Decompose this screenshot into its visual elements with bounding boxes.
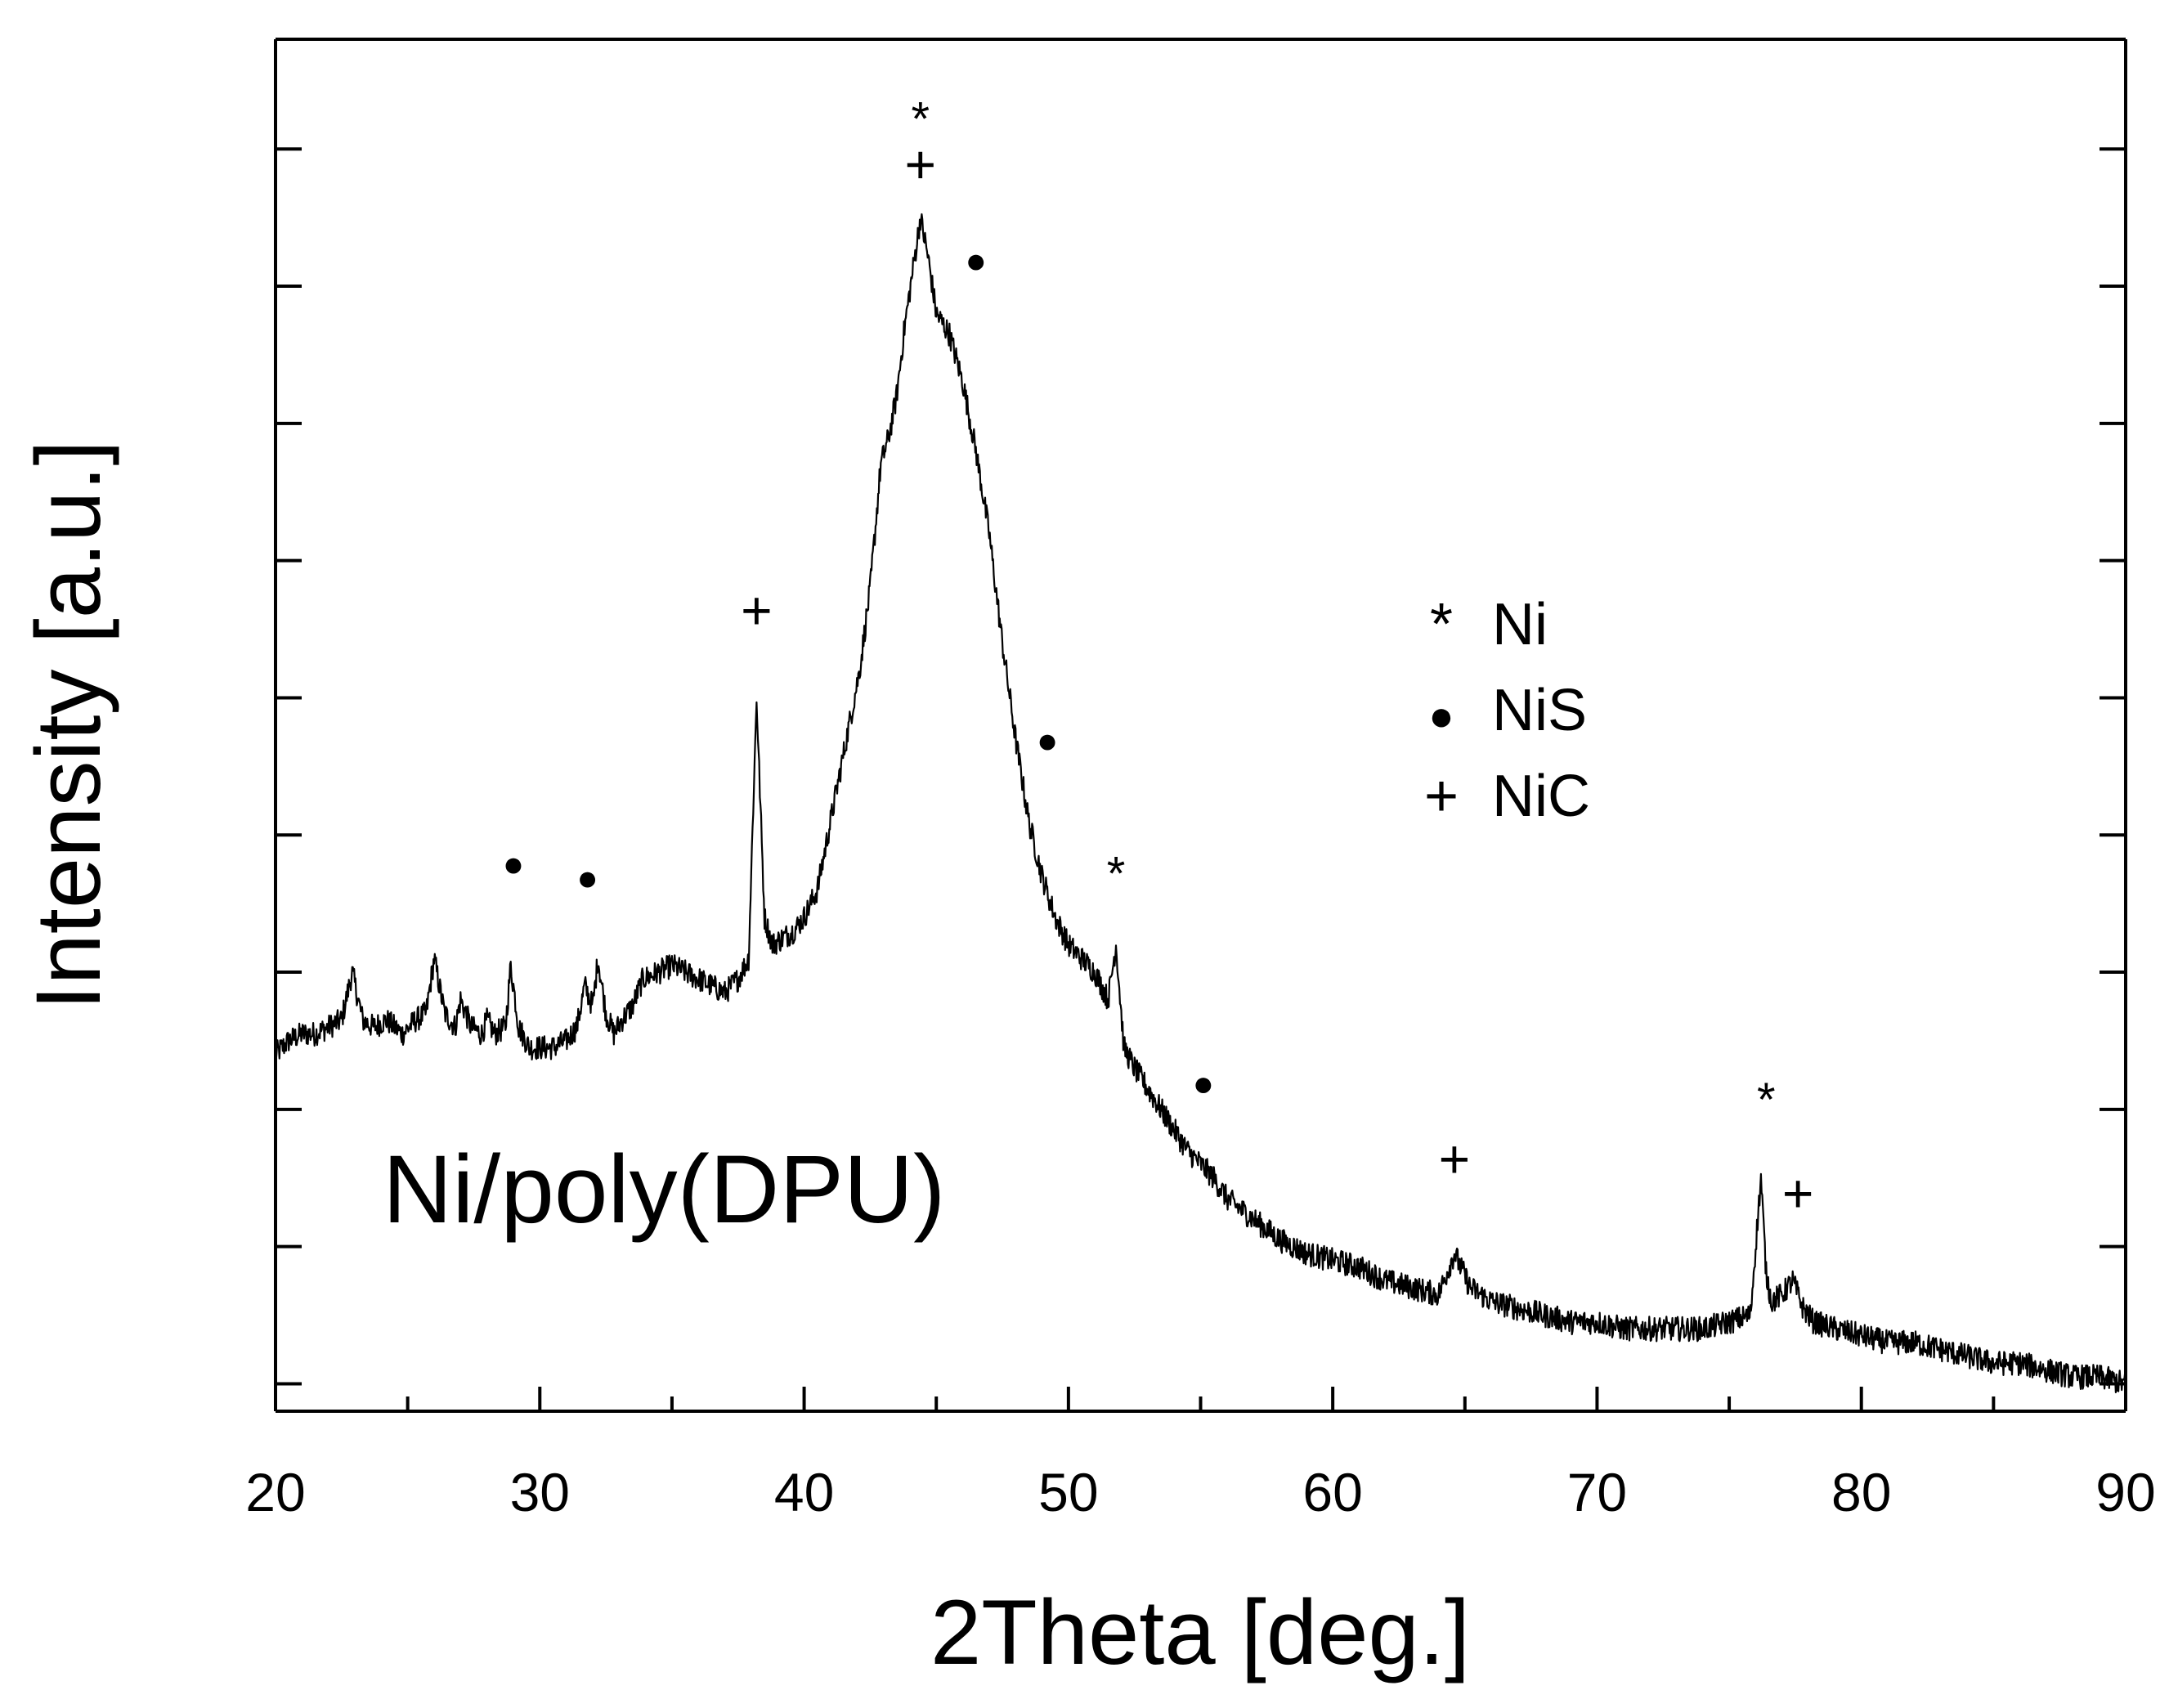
- nic-peak-marker: +: [741, 581, 773, 641]
- axis-ticks: [274, 147, 2127, 1411]
- x-tick-label: 20: [245, 1462, 305, 1522]
- legend: * Ni ● NiS + NiC: [1424, 592, 1590, 829]
- legend-label-nic: NiC: [1492, 764, 1590, 829]
- xrd-trace-line: [274, 213, 2127, 1394]
- sample-label: Ni/poly(DPU): [383, 1136, 945, 1244]
- legend-symbol-nic: +: [1424, 764, 1459, 829]
- legend-label-nis: NiS: [1492, 678, 1587, 743]
- nis-peak-marker: ●: [1037, 721, 1059, 761]
- x-axis-label: 2Theta [deg.]: [930, 1581, 1470, 1683]
- x-tick-label: 90: [2095, 1462, 2155, 1522]
- legend-label-ni: Ni: [1492, 592, 1548, 657]
- nis-peak-marker: ●: [503, 845, 525, 885]
- peak-markers: *+●+● ●●*●+*+: [503, 92, 1814, 1223]
- nis-peak-marker: ●: [965, 240, 987, 280]
- legend-symbol-ni: *: [1430, 592, 1453, 657]
- x-tick-labels: 20 30 40 50 60 70 80 90: [245, 1462, 2155, 1522]
- x-tick-label: 80: [1831, 1462, 1891, 1522]
- x-tick-label: 40: [774, 1462, 834, 1522]
- x-tick-label: 60: [1302, 1462, 1362, 1522]
- nic-peak-marker: +: [1782, 1163, 1814, 1224]
- nis-peak-marker: ●: [1192, 1064, 1214, 1104]
- ni-peak-marker: *: [1757, 1074, 1776, 1127]
- x-tick-label: 50: [1038, 1462, 1098, 1522]
- ni-peak-marker: *: [1107, 847, 1126, 900]
- ni-peak-marker: *: [912, 92, 930, 146]
- nic-peak-marker: +: [905, 134, 937, 195]
- x-tick-label: 30: [510, 1462, 570, 1522]
- y-axis-label: Intensity [a.u.]: [17, 440, 119, 1010]
- legend-symbol-nis: ●: [1428, 693, 1454, 740]
- nic-peak-marker: +: [1439, 1129, 1471, 1190]
- x-tick-label: 70: [1567, 1462, 1627, 1522]
- nis-peak-marker: ●: [576, 858, 598, 898]
